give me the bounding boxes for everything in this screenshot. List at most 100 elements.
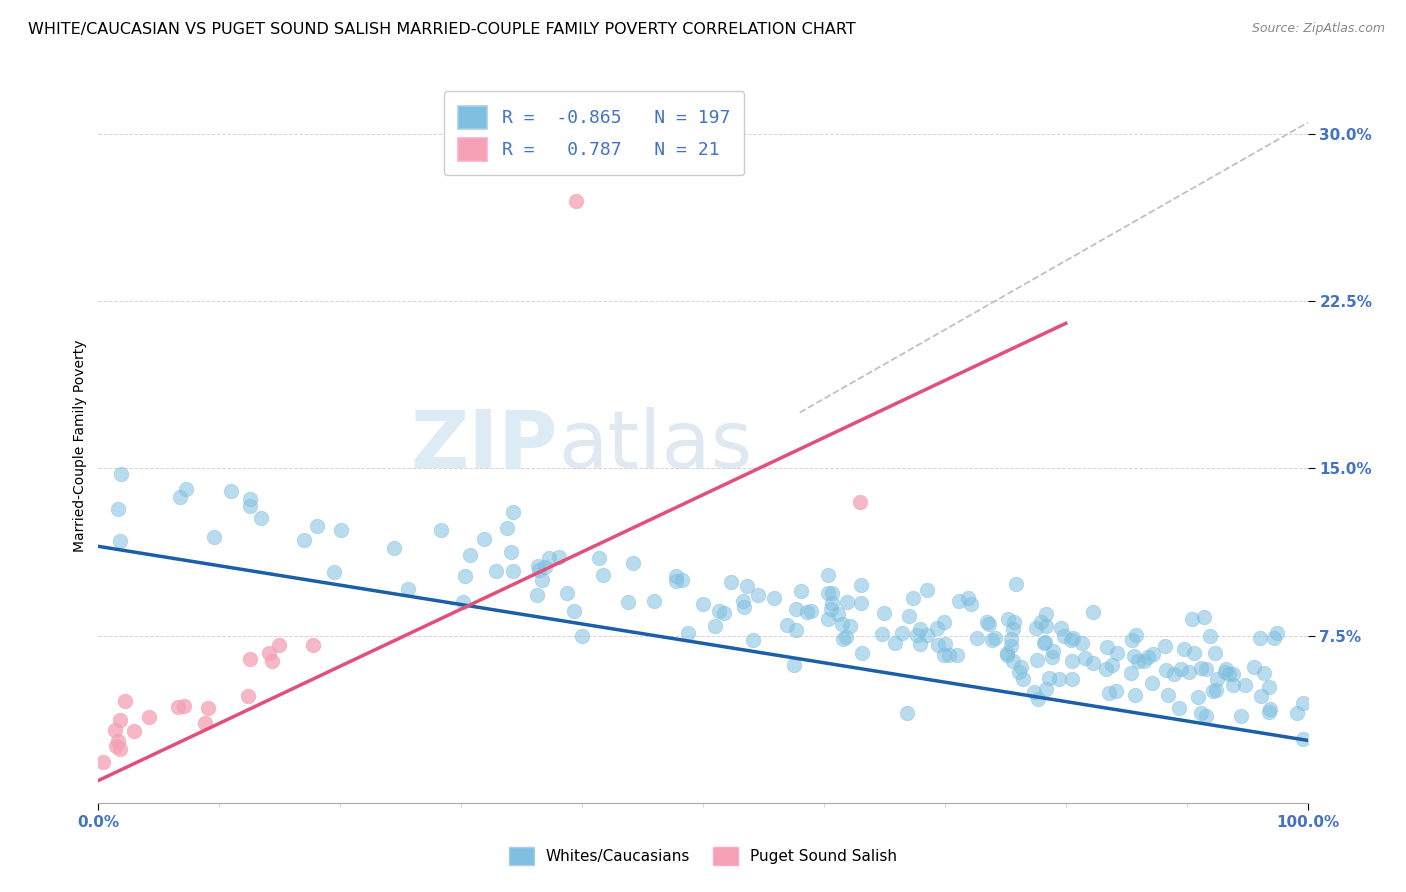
- Point: [1170, 662, 1192, 676]
- Point: [733, 600, 755, 615]
- Point: [851, 646, 873, 660]
- Point: [1267, 626, 1289, 640]
- Point: [977, 617, 1000, 632]
- Point: [827, 607, 849, 621]
- Point: [1213, 665, 1236, 680]
- Point: [501, 545, 523, 559]
- Point: [1002, 654, 1025, 668]
- Point: [1024, 685, 1046, 699]
- Point: [1031, 615, 1053, 629]
- Point: [531, 573, 554, 587]
- Point: [1137, 650, 1160, 665]
- Point: [983, 631, 1005, 645]
- Point: [1035, 607, 1057, 621]
- Point: [821, 596, 844, 610]
- Point: [1123, 648, 1146, 663]
- Point: [763, 591, 786, 605]
- Point: [236, 689, 259, 703]
- Point: [775, 617, 797, 632]
- Y-axis label: Married-Couple Family Poverty: Married-Couple Family Poverty: [73, 340, 87, 552]
- Point: [883, 636, 905, 650]
- Point: [1060, 672, 1083, 686]
- Point: [138, 710, 160, 724]
- Legend: R =  -0.865   N = 197, R =   0.787   N = 21: R = -0.865 N = 197, R = 0.787 N = 21: [444, 91, 744, 176]
- Point: [122, 723, 145, 738]
- Point: [1011, 672, 1033, 686]
- Point: [908, 622, 931, 636]
- Point: [976, 615, 998, 629]
- Point: [832, 632, 855, 646]
- Point: [1000, 640, 1022, 654]
- Point: [1008, 665, 1031, 679]
- Point: [1053, 629, 1076, 643]
- Point: [1101, 658, 1123, 673]
- Point: [1026, 652, 1049, 666]
- Point: [665, 568, 688, 582]
- Point: [555, 586, 578, 600]
- Point: [194, 716, 217, 731]
- Point: [1222, 678, 1244, 692]
- Point: [849, 596, 872, 610]
- Point: [202, 530, 225, 544]
- Text: WHITE/CAUCASIAN VS PUGET SOUND SALISH MARRIED-COUPLE FAMILY POVERTY CORRELATION : WHITE/CAUCASIAN VS PUGET SOUND SALISH MA…: [28, 22, 856, 37]
- Point: [1121, 665, 1143, 680]
- Point: [1025, 621, 1047, 635]
- Point: [430, 523, 453, 537]
- Point: [980, 633, 1002, 648]
- Text: atlas: atlas: [558, 407, 752, 485]
- Point: [1026, 691, 1049, 706]
- Point: [1157, 688, 1180, 702]
- Point: [197, 701, 219, 715]
- Point: [785, 602, 807, 616]
- Point: [934, 637, 956, 651]
- Point: [1184, 646, 1206, 660]
- Point: [1205, 683, 1227, 698]
- Point: [526, 558, 548, 573]
- Point: [704, 619, 727, 633]
- Point: [1125, 628, 1147, 642]
- Point: [173, 698, 195, 713]
- Point: [1194, 662, 1216, 676]
- Point: [219, 484, 242, 499]
- Point: [292, 533, 315, 548]
- Point: [1005, 577, 1028, 591]
- Point: [903, 591, 925, 606]
- Point: [592, 568, 614, 582]
- Point: [1121, 632, 1143, 647]
- Point: [330, 523, 353, 537]
- Point: [1181, 612, 1204, 626]
- Point: [1062, 631, 1084, 645]
- Point: [1010, 660, 1032, 674]
- Point: [1142, 648, 1164, 662]
- Point: [1142, 676, 1164, 690]
- Point: [548, 549, 571, 564]
- Point: [1263, 632, 1285, 646]
- Point: [323, 566, 346, 580]
- Point: [1060, 632, 1083, 647]
- Point: [1062, 654, 1084, 668]
- Point: [817, 567, 839, 582]
- Point: [731, 593, 754, 607]
- Point: [1081, 605, 1104, 619]
- Point: [896, 706, 918, 720]
- Point: [891, 626, 914, 640]
- Point: [1192, 609, 1215, 624]
- Point: [396, 582, 419, 597]
- Point: [472, 532, 495, 546]
- Point: [1253, 666, 1275, 681]
- Point: [664, 574, 686, 588]
- Point: [835, 595, 858, 609]
- Point: [238, 491, 260, 506]
- Point: [1195, 709, 1218, 723]
- Point: [1189, 706, 1212, 720]
- Point: [932, 648, 955, 662]
- Point: [1243, 659, 1265, 673]
- Point: [870, 627, 893, 641]
- Point: [966, 631, 988, 645]
- Point: [562, 604, 585, 618]
- Point: [796, 605, 818, 619]
- Text: ZIP: ZIP: [411, 407, 558, 485]
- Point: [108, 713, 131, 727]
- Point: [1033, 634, 1056, 648]
- Point: [1230, 709, 1253, 723]
